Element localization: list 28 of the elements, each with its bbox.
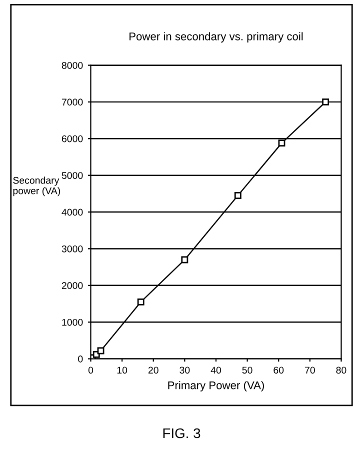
y-tick-label: 3000	[62, 245, 83, 252]
point	[234, 192, 242, 199]
y-tick-label: 7000	[62, 98, 83, 106]
point	[322, 98, 330, 106]
point	[278, 140, 286, 147]
y-tick-label: 0	[78, 356, 83, 362]
x-tick-label: 0	[88, 366, 94, 374]
chart-title: Power in secondary vs. primary coil	[130, 32, 303, 43]
y-tick-label: 2000	[62, 282, 83, 290]
x-tick-label: 60	[274, 366, 284, 374]
point	[181, 256, 188, 264]
y-axis-title: Secondary power (VA)	[13, 176, 60, 196]
x-tick-label: 10	[117, 366, 128, 374]
point	[97, 347, 104, 354]
x-tick-label: 50	[242, 366, 252, 374]
y-tick-label: 8000	[62, 62, 83, 69]
y-tick-label: 6000	[62, 135, 83, 142]
x-tick-label: 20	[148, 366, 158, 374]
y-tick-label: 5000	[62, 172, 83, 179]
x-tick-label: 70	[305, 366, 315, 374]
x-tick-label: 30	[180, 366, 190, 374]
point	[137, 298, 144, 306]
y-tick-label: 4000	[62, 208, 83, 216]
caption: FIG. 3	[163, 428, 200, 438]
x-axis-title: Primary Power (VA)	[168, 381, 264, 392]
y-tick-label: 1000	[62, 318, 83, 326]
x-tick-label: 80	[336, 366, 346, 374]
x-tick-label: 40	[210, 366, 222, 374]
